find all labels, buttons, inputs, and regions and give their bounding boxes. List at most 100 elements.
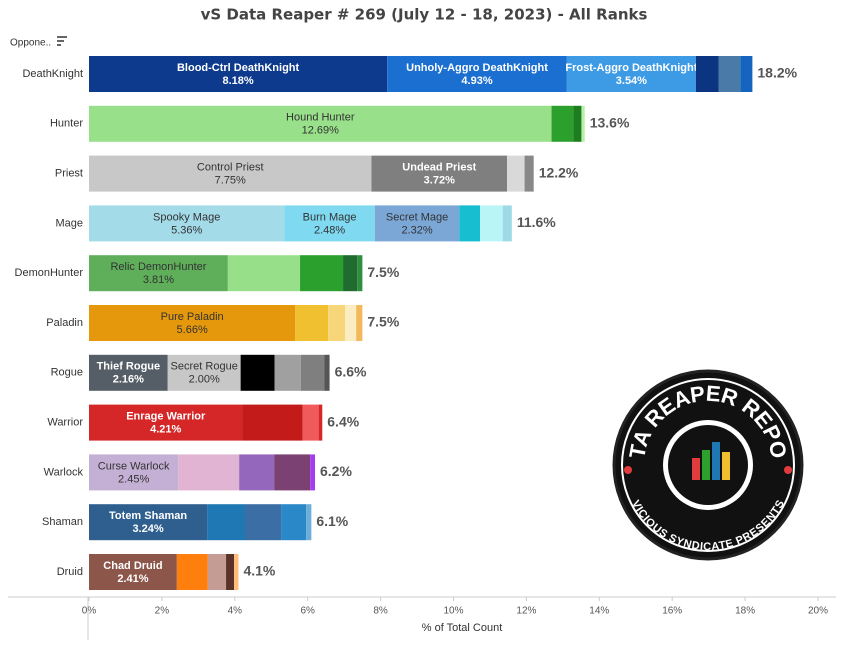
bar-segment — [89, 255, 228, 292]
segment-value-label: 2.45% — [118, 473, 149, 485]
y-tick-label: Paladin — [46, 317, 83, 329]
sort-icon[interactable] — [57, 36, 67, 46]
bar-segment — [343, 255, 358, 292]
bar-segment — [459, 205, 481, 242]
segment-value-label: 3.54% — [616, 75, 647, 87]
bar-segment — [695, 56, 719, 92]
y-tick-label: Mage — [55, 217, 83, 229]
bar-segment — [507, 155, 525, 192]
segment-value-label: 7.75% — [215, 175, 246, 187]
total-label: 18.2% — [757, 65, 797, 81]
x-tick-label: 20% — [808, 606, 828, 617]
bar-segment — [242, 404, 303, 441]
bar-segment — [284, 205, 375, 242]
total-label: 6.2% — [320, 463, 352, 479]
bar-segment — [295, 305, 329, 341]
bar-segment — [328, 305, 346, 341]
x-tick-label: 14% — [589, 606, 609, 617]
bar-segment — [740, 56, 753, 92]
y-tick-label: Hunter — [50, 118, 83, 130]
y-tick-label: Rogue — [51, 367, 83, 379]
total-label: 6.1% — [316, 513, 348, 529]
segment-value-label: 4.21% — [150, 424, 181, 436]
bar-segment — [207, 504, 246, 541]
segment-value-label: 5.66% — [177, 324, 208, 336]
bar-segment — [551, 105, 574, 142]
total-label: 12.2% — [539, 164, 579, 180]
bar-segment — [357, 255, 363, 292]
bar-segment — [226, 554, 235, 590]
y-tick-label: Druid — [57, 566, 83, 578]
bar-segment — [302, 404, 319, 441]
segment-label: Burn Mage — [303, 211, 357, 223]
bar-segment — [356, 305, 363, 341]
segment-label: Frost-Aggro DeathKnight — [565, 62, 697, 74]
x-axis-title: % of Total Count — [422, 622, 503, 634]
y-tick-label: Priest — [55, 168, 83, 180]
total-label: 11.6% — [517, 214, 556, 230]
bar-segment — [387, 56, 567, 92]
segment-label: Thief Rogue — [97, 361, 161, 373]
segment-value-label: 3.72% — [424, 175, 455, 187]
bar-segment — [300, 354, 325, 391]
bar-segment — [89, 105, 552, 142]
bar-segment — [89, 554, 177, 590]
bar-segment — [324, 354, 330, 391]
segment-label: Secret Rogue — [171, 361, 238, 373]
segment-value-label: 2.00% — [189, 374, 220, 386]
total-label: 6.6% — [335, 364, 367, 380]
bar-segment — [89, 155, 372, 192]
bar-segment — [227, 255, 301, 292]
total-label: 4.1% — [243, 563, 275, 579]
bar-segment — [178, 454, 240, 491]
y-tick-label: Shaman — [42, 516, 83, 528]
total-label: 13.6% — [590, 115, 630, 131]
bar-segment — [89, 305, 296, 341]
bar-segment — [274, 354, 301, 391]
segment-value-label: 8.18% — [222, 75, 253, 87]
bar-segment — [274, 454, 311, 491]
bar-segment — [245, 504, 282, 541]
bar-segment — [300, 255, 344, 292]
bar-segment — [345, 305, 357, 341]
segment-label: Relic DemonHunter — [110, 261, 206, 273]
segment-label: Enrage Warrior — [126, 411, 206, 423]
segment-value-label: 2.48% — [314, 224, 345, 236]
bar-segment — [573, 105, 582, 142]
x-tick-label: 18% — [735, 606, 755, 617]
x-tick-label: 10% — [443, 606, 463, 617]
y-tick-label: Warlock — [44, 466, 84, 478]
bar-segment — [89, 205, 285, 242]
row-header: Oppone.. — [10, 38, 51, 49]
bar-segment — [234, 554, 239, 590]
total-label: 6.4% — [327, 413, 359, 429]
y-tick-label: Warrior — [47, 417, 83, 429]
segment-label: Pure Paladin — [161, 311, 224, 323]
bar-segment — [89, 354, 168, 391]
segment-label: Totem Shaman — [109, 510, 187, 522]
bar-segment — [318, 404, 323, 441]
x-tick-label: 8% — [373, 606, 388, 617]
x-tick-label: 0% — [82, 606, 97, 617]
x-tick-label: 16% — [662, 606, 682, 617]
bar-segment — [480, 205, 503, 242]
bar-segment — [207, 554, 227, 590]
segment-label: Spooky Mage — [153, 211, 220, 223]
segment-label: Control Priest — [197, 162, 264, 174]
segment-label: Chad Druid — [103, 560, 162, 572]
bar-segment — [281, 504, 307, 541]
segment-value-label: 2.16% — [113, 374, 144, 386]
x-tick-label: 6% — [300, 606, 315, 617]
segment-value-label: 2.41% — [117, 573, 148, 585]
x-tick-label: 12% — [516, 606, 536, 617]
bar-segment — [240, 354, 275, 391]
bar-segment — [167, 354, 241, 391]
segment-label: Blood-Ctrl DeathKnight — [177, 62, 300, 74]
x-tick-label: 4% — [228, 606, 243, 617]
bar-segment — [89, 504, 208, 541]
bar-segment — [306, 504, 312, 541]
segment-label: Hound Hunter — [286, 112, 355, 124]
bar-segment — [581, 105, 585, 142]
total-label: 7.5% — [367, 264, 399, 280]
